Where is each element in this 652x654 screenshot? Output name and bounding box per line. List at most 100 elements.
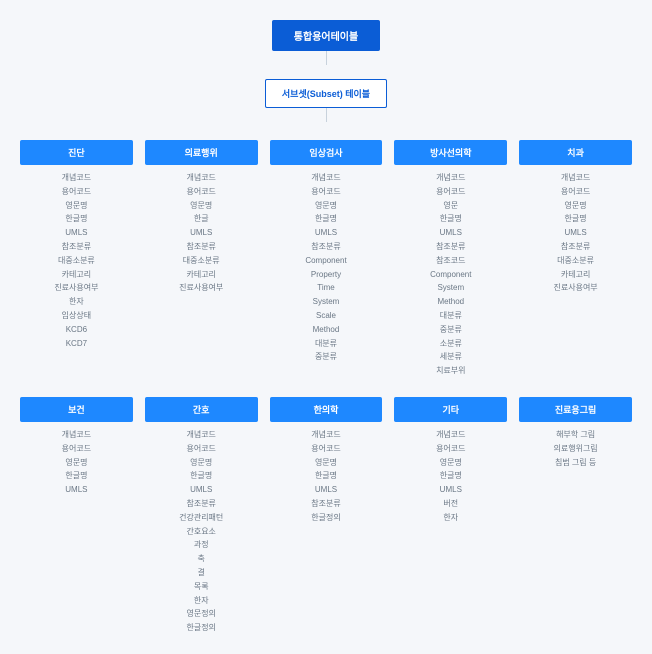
field-item: 진료사용여부 [179, 283, 223, 294]
category-header: 보건 [20, 397, 133, 422]
field-item: 용어코드 [186, 187, 215, 198]
category-column: 치과개념코드용어코드영문명한글명UMLS참조분류대중소분류카테고리진료사용여부 [519, 140, 632, 377]
tree-diagram: 통합용어테이블 서브셋(Subset) 테이블 진단개념코드용어코드영문명한글명… [20, 20, 632, 634]
field-item: Method [313, 325, 340, 336]
field-item: 참조분류 [311, 499, 340, 510]
field-item: 한자 [443, 513, 458, 524]
field-item: 축 [198, 554, 205, 565]
category-column: 진단개념코드용어코드영문명한글명 UMLS 참조분류대중소분류카테고리진료사용여부한… [20, 140, 133, 377]
field-item: 영문명 [440, 458, 462, 469]
field-item: 용어코드 [62, 187, 91, 198]
field-item: 한자 [69, 297, 84, 308]
field-item: System [437, 283, 464, 294]
category-header: 치과 [519, 140, 632, 165]
category-items: 개념코드용어코드영문명한글명 UMLS 참조분류 Component Property T… [270, 173, 383, 363]
field-item: 카테고리 [561, 270, 590, 281]
category-items: 개념코드용어코드영문명한글명UMLS참조분류대중소분류카테고리진료사용여부한자임… [20, 173, 133, 349]
field-item: 개념코드 [436, 173, 465, 184]
field-item: 참조분류 [62, 242, 91, 253]
category-column: 기타개념코드용어코드영문명한글명 UMLS 버전한자 [394, 397, 507, 634]
field-item: 용어코드 [186, 444, 215, 455]
field-item: UMLS [440, 485, 462, 496]
category-column: 의료행위개념코드용어코드영문명한글UMLS참조분류대중소분류카테고리진료사용여부 [145, 140, 258, 377]
field-item: 개념코드 [186, 430, 215, 441]
field-item: 중분류 [440, 325, 462, 336]
category-items: 해부학 그림의료행위그림침범 그림 등 [519, 430, 632, 468]
field-item: 영문 [443, 201, 458, 212]
category-column: 방사선의학개념코드용어코드영문한글명UMLS참조분류참조코드ComponentS… [394, 140, 507, 377]
field-item: 한글명 [65, 471, 87, 482]
category-items: 개념코드용어코드영문명한글UMLS참조분류대중소분류카테고리진료사용여부 [145, 173, 258, 294]
field-item: Time [317, 283, 334, 294]
field-item: 한글명 [315, 471, 337, 482]
field-item: UMLS [190, 485, 212, 496]
field-item: 한글명 [315, 214, 337, 225]
category-header: 기타 [394, 397, 507, 422]
field-item: 과정 [194, 540, 209, 551]
category-items: 개념코드용어코드영문명한글명UMLS참조분류건강관리패턴간호요소과정축결목록한자… [145, 430, 258, 634]
field-item: 해부학 그림 [556, 430, 595, 441]
field-item: 대분류 [315, 339, 337, 350]
field-item: 대중소분류 [58, 256, 95, 267]
field-item: KCD7 [66, 339, 87, 350]
field-item: 개념코드 [311, 430, 340, 441]
field-item: 결 [198, 568, 205, 579]
field-item: 진료사용여부 [54, 283, 98, 294]
field-item: Property [311, 270, 341, 281]
category-header: 한의학 [270, 397, 383, 422]
field-item: UMLS [564, 228, 586, 239]
field-item: 간호요소 [186, 527, 215, 538]
field-item: 참조분류 [311, 242, 340, 253]
field-item: 개념코드 [62, 173, 91, 184]
field-item: 영문정의 [186, 609, 215, 620]
field-item: UMLS [315, 228, 337, 239]
field-item: 영문명 [65, 201, 87, 212]
field-item: UMLS [440, 228, 462, 239]
field-item: 카테고리 [186, 270, 215, 281]
field-item: 한글명 [65, 214, 87, 225]
category-column: 한의학개념코드용어코드영문명한글명 UMLS 참조분류한글정의 [270, 397, 383, 634]
category-header: 임상검사 [270, 140, 383, 165]
field-item: 대분류 [440, 311, 462, 322]
category-items: 개념코드용어코드영문명한글명UMLS [20, 430, 133, 496]
field-item: 영문명 [315, 201, 337, 212]
field-item: 한자 [194, 596, 209, 607]
field-item: 영문명 [190, 201, 212, 212]
field-item: 한글 [194, 214, 209, 225]
category-column: 임상검사개념코드용어코드영문명한글명 UMLS 참조분류 Component Prope… [270, 140, 383, 377]
field-item: Component [430, 270, 471, 281]
field-item: Component [305, 256, 346, 267]
row-1: 진단개념코드용어코드영문명한글명UMLS참조분류대중소분류카테고리진료사용여부한… [20, 140, 632, 377]
category-header: 진료용그림 [519, 397, 632, 422]
root-node: 통합용어테이블 [272, 20, 380, 51]
connector-line [326, 51, 327, 65]
field-item: 한글정의 [311, 513, 340, 524]
field-item: Scale [316, 311, 336, 322]
field-item: 한글명 [565, 214, 587, 225]
category-items: 개념코드용어코드영문명한글명 UMLS 버전한자 [394, 430, 507, 524]
field-item: 카테고리 [62, 270, 91, 281]
field-item: System [313, 297, 340, 308]
field-item: 한글명 [440, 471, 462, 482]
field-item: 한글정의 [186, 623, 215, 634]
field-item: 영문명 [315, 458, 337, 469]
category-header: 진단 [20, 140, 133, 165]
field-item: UMLS [190, 228, 212, 239]
field-item: 세분류 [440, 352, 462, 363]
field-item: 용어코드 [311, 444, 340, 455]
field-item: 용어코드 [311, 187, 340, 198]
field-item: 버전 [443, 499, 458, 510]
field-item: 개념코드 [311, 173, 340, 184]
category-items: 개념코드용어코드영문명한글명UMLS참조분류대중소분류카테고리진료사용여부 [519, 173, 632, 294]
field-item: UMLS [65, 228, 87, 239]
field-item: 참조분류 [186, 499, 215, 510]
field-item: 용어코드 [436, 444, 465, 455]
field-item: 용어코드 [561, 187, 590, 198]
field-item: 참조분류 [561, 242, 590, 253]
field-item: UMLS [315, 485, 337, 496]
field-item: 대중소분류 [183, 256, 220, 267]
field-item: 개념코드 [436, 430, 465, 441]
category-column: 보건개념코드용어코드영문명한글명UMLS [20, 397, 133, 634]
row-2: 보건개념코드용어코드영문명한글명UMLS간호개념코드용어코드영문명한글명UMLS… [20, 397, 632, 634]
field-item: 용어코드 [62, 444, 91, 455]
